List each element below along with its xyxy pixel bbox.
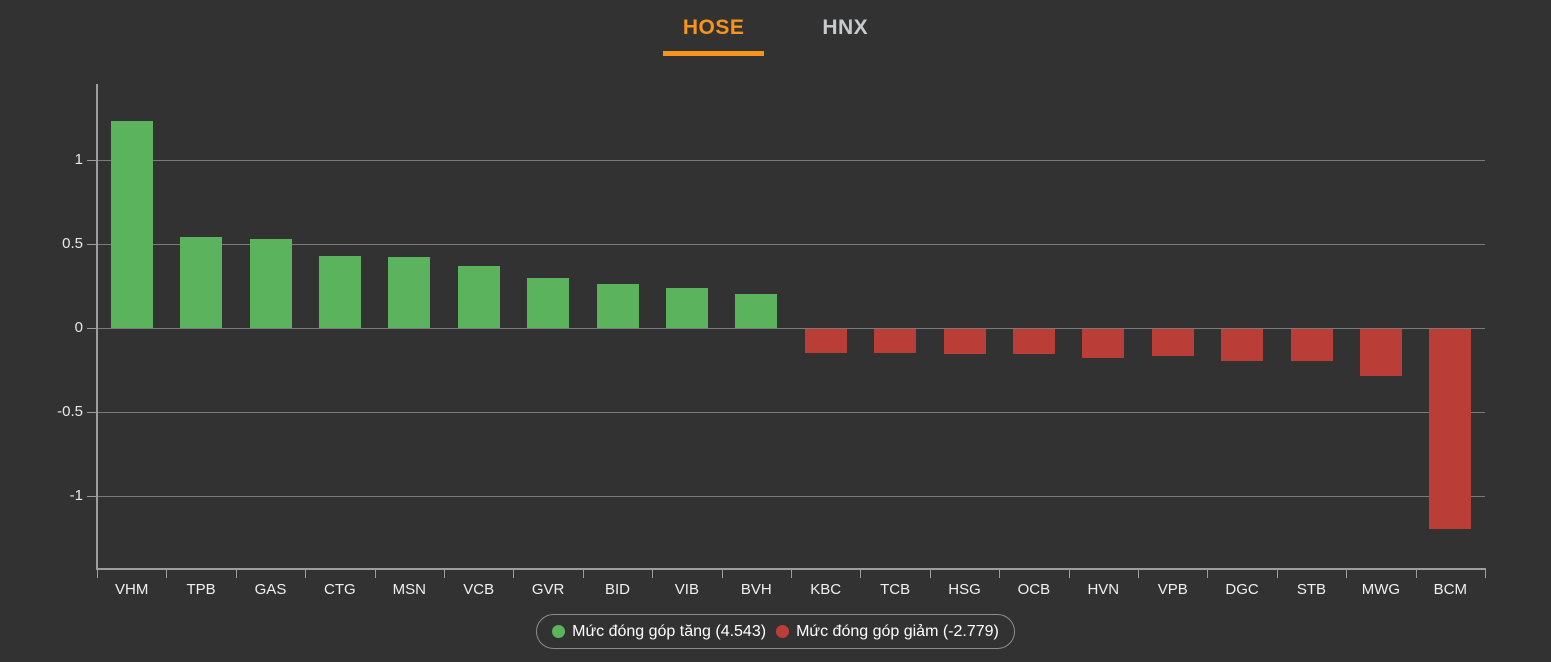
bar-HVN[interactable]: [1082, 329, 1125, 358]
x-axis-tick-mark: [513, 570, 515, 578]
x-axis-tick-mark: [582, 570, 584, 578]
bar-OCB[interactable]: [1012, 329, 1055, 355]
x-axis-tick-mark: [999, 570, 1001, 578]
x-axis-tick-mark: [1068, 570, 1070, 578]
tab-hnx[interactable]: HNX: [822, 16, 869, 39]
bar-TPB[interactable]: [180, 237, 223, 328]
y-axis-tick-mark: [87, 496, 97, 497]
x-axis-category-label: GAS: [254, 581, 287, 598]
x-axis-category-label: TPB: [186, 581, 216, 598]
bar-HSG[interactable]: [943, 329, 986, 355]
gridline: [97, 412, 1485, 413]
x-axis-category-label: HVN: [1087, 581, 1120, 598]
x-axis-tick-mark: [444, 570, 445, 578]
bar-MWG[interactable]: [1359, 329, 1402, 377]
x-axis-tick-mark: [1276, 570, 1278, 578]
y-axis-tick-label: 1: [74, 151, 83, 168]
x-axis-tick-mark: [721, 570, 723, 578]
bar-MSN[interactable]: [388, 257, 431, 328]
bar-STB[interactable]: [1290, 329, 1333, 361]
tab-hose[interactable]: HOSE: [662, 16, 765, 56]
x-axis-category-label: CTG: [324, 581, 356, 598]
gridline: [97, 244, 1485, 245]
y-axis-tick-mark: [87, 244, 97, 245]
gridline: [97, 328, 1485, 329]
x-axis-tick-mark: [929, 570, 931, 578]
legend-item-increase[interactable]: Mức đóng góp tăng (4.543): [552, 622, 766, 641]
bar-BID[interactable]: [596, 284, 639, 328]
x-axis-category-label: BID: [604, 581, 630, 598]
bar-VCB[interactable]: [457, 265, 500, 328]
x-axis-category-label: MWG: [1361, 581, 1401, 598]
bar-BVH[interactable]: [735, 294, 778, 328]
legend-item-decrease[interactable]: Mức đóng góp giảm (-2.779): [776, 622, 999, 641]
bar-GVR[interactable]: [527, 277, 570, 328]
y-axis-tick-label: -0.5: [57, 403, 83, 420]
x-axis-tick-mark: [652, 570, 654, 578]
x-axis-tick-mark: [305, 570, 307, 578]
y-axis-tick-mark: [87, 328, 97, 329]
gridline: [97, 160, 1485, 161]
x-axis-category-label: VHM: [115, 581, 149, 598]
x-axis-category-label: OCB: [1017, 581, 1051, 598]
x-axis-tick-mark: [97, 570, 98, 578]
x-axis-category-label: DGC: [1225, 581, 1259, 598]
bar-TCB[interactable]: [874, 329, 917, 353]
legend-wrap: Mức đóng góp tăng (4.543) Mức đóng góp g…: [0, 614, 1551, 649]
gridline: [97, 496, 1485, 497]
x-axis-category-label: KBC: [810, 581, 842, 598]
x-axis-line: [96, 568, 1486, 570]
x-axis-tick-mark: [374, 570, 376, 578]
y-axis-tick-label: -1: [69, 487, 83, 504]
x-axis-category-label: BVH: [740, 581, 772, 598]
y-axis-tick-label: 0.5: [62, 235, 83, 252]
x-axis-tick-mark: [1138, 570, 1139, 578]
x-axis-category-label: VIB: [674, 581, 699, 598]
x-axis-tick-mark: [1207, 570, 1209, 578]
x-axis-tick-mark: [791, 570, 792, 578]
y-axis-line: [96, 84, 98, 568]
bar-KBC[interactable]: [804, 329, 847, 353]
legend-increase-label: Mức đóng góp tăng (4.543): [572, 623, 767, 640]
bar-GAS[interactable]: [249, 238, 292, 328]
bar-CTG[interactable]: [318, 255, 361, 328]
x-axis-category-label: BCM: [1433, 581, 1467, 598]
bar-VHM[interactable]: [110, 121, 153, 328]
x-axis-tick-mark: [235, 570, 237, 578]
x-axis-category-label: TCB: [880, 581, 911, 598]
x-axis-tick-mark: [1415, 570, 1417, 578]
y-axis-tick-mark: [87, 160, 97, 161]
bar-DGC[interactable]: [1221, 329, 1264, 361]
y-axis-tick-label: 0: [74, 319, 83, 336]
x-axis-category-label: HSG: [948, 581, 981, 598]
legend-box: Mức đóng góp tăng (4.543) Mức đóng góp g…: [536, 614, 1015, 649]
decrease-dot-icon: [776, 625, 790, 638]
bar-VIB[interactable]: [665, 287, 708, 328]
x-axis-category-label: GVR: [531, 581, 565, 598]
x-axis-tick-mark: [1485, 570, 1486, 578]
x-axis-tick-mark: [860, 570, 862, 578]
x-axis-category-label: VPB: [1157, 581, 1188, 598]
x-axis-category-label: VCB: [463, 581, 495, 598]
legend-decrease-label: Mức đóng góp giảm (-2.779): [796, 623, 999, 640]
exchange-tabbar: HOSE HNX: [0, 16, 1551, 56]
bar-VPB[interactable]: [1151, 329, 1194, 356]
increase-dot-icon: [552, 625, 566, 638]
x-axis-tick-mark: [1346, 570, 1348, 578]
x-axis-tick-mark: [166, 570, 168, 578]
y-axis-tick-mark: [87, 412, 97, 413]
bar-BCM[interactable]: [1429, 329, 1472, 529]
x-axis-category-label: MSN: [392, 581, 426, 598]
x-axis-category-label: STB: [1296, 581, 1327, 598]
